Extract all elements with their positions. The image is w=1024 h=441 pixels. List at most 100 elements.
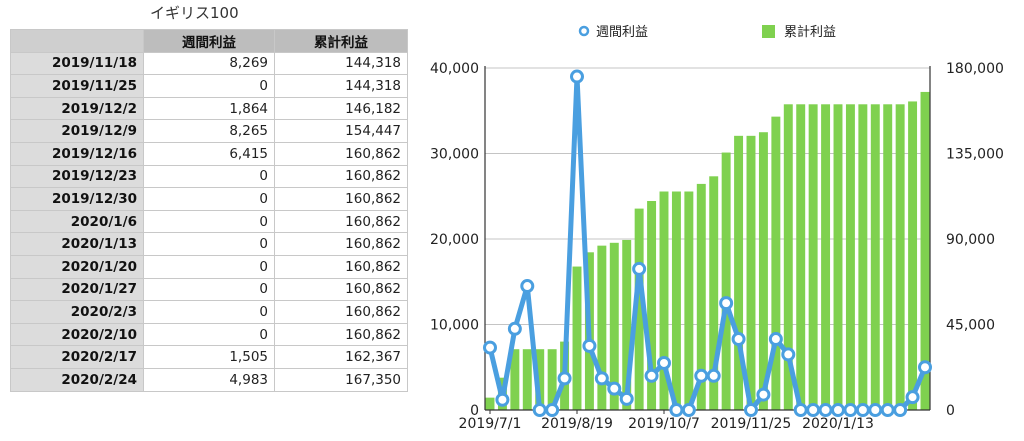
bar: [734, 135, 744, 410]
row-date-cell: 2020/2/3: [10, 300, 144, 324]
row-weekly-cell: 0: [143, 187, 275, 211]
table-header-row: 週間利益 累計利益: [10, 29, 408, 53]
row-weekly-cell: 0: [143, 300, 275, 324]
line-point: [570, 69, 584, 84]
bar: [696, 183, 706, 410]
header-cumulative: 累計利益: [274, 29, 408, 53]
line-point: [731, 332, 746, 347]
row-cumulative-cell: 160,862: [274, 209, 408, 234]
row-cumulative-cell: 144,318: [274, 51, 408, 76]
row-cumulative-cell: 160,862: [274, 254, 408, 279]
line-point: [793, 403, 808, 417]
table-title: イギリス100: [150, 4, 239, 22]
row-date-cell: 2019/12/30: [10, 187, 144, 211]
line-point: [855, 403, 870, 417]
row-weekly-cell: 1,505: [143, 345, 275, 369]
line-point: [818, 403, 833, 417]
bar: [771, 116, 781, 410]
row-cumulative-cell: 146,182: [274, 96, 408, 121]
bar: [572, 266, 582, 410]
y-right-tick-label: 180,000: [946, 61, 1004, 77]
row-weekly-cell: 8,265: [143, 119, 275, 143]
table-row: 2020/1/13 0 160,862: [10, 232, 408, 256]
line-point: [557, 371, 572, 386]
bar: [796, 104, 806, 410]
bar: [597, 245, 607, 410]
line-point: [719, 296, 734, 311]
row-weekly-cell: 8,269: [143, 51, 275, 76]
bar: [721, 152, 731, 411]
table-row: 2019/11/18 8,269 144,318: [10, 51, 408, 76]
bar: [647, 201, 657, 410]
line-point: [669, 403, 684, 417]
row-cumulative-cell: 160,862: [274, 164, 408, 189]
bar: [808, 104, 818, 410]
row-date-cell: 2019/12/16: [10, 141, 144, 166]
table-row: 2019/12/23 0 160,862: [10, 164, 408, 189]
bar: [870, 104, 880, 410]
x-tick-label: 2019/7/1: [459, 416, 522, 432]
y-left-tick-label: 20,000: [430, 232, 479, 248]
bar: [858, 104, 868, 410]
line-point: [744, 403, 758, 417]
bar: [609, 242, 619, 410]
bar: [522, 349, 532, 410]
table-row: 2020/1/6 0 160,862: [10, 209, 408, 234]
row-weekly-cell: 1,864: [143, 96, 275, 121]
row-cumulative-cell: 162,367: [274, 345, 408, 369]
line-point: [880, 403, 895, 417]
line-point: [918, 360, 932, 375]
bar: [746, 135, 756, 410]
x-tick-label: 2019/11/25: [711, 416, 792, 432]
table-row: 2020/2/24 4,983 167,350: [10, 367, 408, 392]
bar: [783, 104, 793, 410]
row-date-cell: 2020/2/10: [10, 322, 144, 347]
row-cumulative-cell: 167,350: [274, 367, 408, 392]
line-point: [644, 368, 659, 383]
line-point: [532, 403, 547, 417]
row-weekly-cell: 0: [143, 322, 275, 347]
line-point: [768, 332, 783, 347]
bar: [845, 104, 855, 410]
row-cumulative-cell: 160,862: [274, 141, 408, 166]
table-row: 2019/11/25 0 144,318: [10, 74, 408, 98]
legend-line-label: 週間利益: [596, 25, 648, 40]
row-weekly-cell: 0: [143, 277, 275, 302]
row-date-cell: 2020/2/17: [10, 345, 144, 369]
table-row: 2020/1/20 0 160,862: [10, 254, 408, 279]
row-date-cell: 2020/1/6: [10, 209, 144, 234]
profit-table: 週間利益 累計利益 2019/11/18 8,269 144,318 2019/11/…: [10, 29, 408, 392]
row-date-cell: 2019/12/23: [10, 164, 144, 189]
row-date-cell: 2020/2/24: [10, 367, 144, 392]
row-cumulative-cell: 160,862: [274, 187, 408, 211]
y-right-tick-label: 0: [946, 403, 955, 419]
line-point: [781, 347, 796, 362]
table-row: 2019/12/2 1,864 146,182: [10, 96, 408, 121]
line-point: [694, 368, 709, 383]
row-date-cell: 2019/12/9: [10, 119, 144, 143]
line-point: [681, 403, 696, 417]
bar: [547, 349, 557, 410]
row-date-cell: 2020/1/20: [10, 254, 144, 279]
line-point: [905, 390, 920, 405]
bar: [634, 208, 644, 410]
line-point: [507, 321, 522, 336]
row-cumulative-cell: 160,862: [274, 322, 408, 347]
table-row: 2020/2/17 1,505 162,367: [10, 345, 408, 369]
table-row: 2020/1/27 0 160,862: [10, 277, 408, 302]
row-cumulative-cell: 160,862: [274, 277, 408, 302]
line-point: [756, 387, 771, 402]
bar: [883, 104, 893, 410]
line-point: [582, 338, 597, 353]
line-point: [545, 403, 560, 417]
line-point: [831, 403, 845, 417]
table-row: 2019/12/30 0 160,862: [10, 187, 408, 211]
row-date-cell: 2020/1/27: [10, 277, 144, 302]
profit-chart: 0 10,000 20,000 30,000 40,000 0 45,000 90,000 13…: [430, 24, 1004, 432]
line-point: [520, 279, 535, 294]
bar: [821, 104, 831, 410]
line-point: [843, 403, 858, 417]
line-point: [632, 261, 647, 276]
row-date-cell: 2019/11/18: [10, 51, 144, 76]
legend-line-marker: [578, 25, 590, 37]
